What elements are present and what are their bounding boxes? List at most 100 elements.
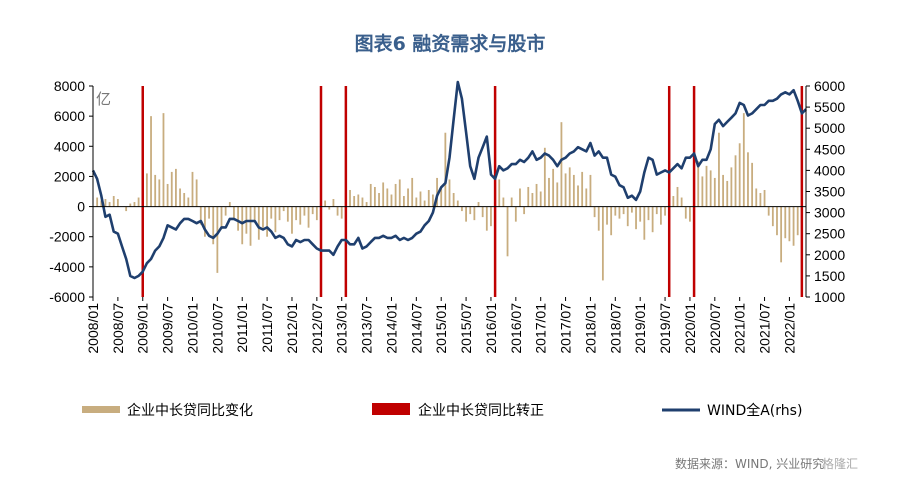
bar bbox=[651, 206, 654, 233]
bar bbox=[274, 206, 277, 233]
bar bbox=[502, 197, 505, 207]
bar bbox=[722, 174, 724, 207]
bar bbox=[514, 206, 517, 222]
x-ticks: 2008/01 2008/07 2009/01 2009/07 2010/01 2010/… bbox=[85, 297, 797, 354]
y-left-tick-label: -6000 bbox=[49, 289, 85, 305]
bar bbox=[108, 202, 111, 207]
bar bbox=[461, 206, 463, 212]
bar bbox=[718, 132, 720, 207]
bar bbox=[485, 206, 488, 231]
bar bbox=[204, 206, 206, 237]
bar bbox=[498, 179, 501, 207]
bar bbox=[556, 182, 559, 207]
bar bbox=[295, 206, 298, 221]
bar bbox=[378, 193, 380, 207]
bar bbox=[543, 147, 546, 207]
legend: 企业中长贷同比变化 企业中长贷同比转正 WIND全A(rhs) bbox=[82, 402, 802, 419]
legend-label-line: WIND全A(rhs) bbox=[707, 402, 802, 419]
bar bbox=[593, 206, 596, 218]
bar bbox=[771, 206, 774, 227]
legend-label-bars: 企业中长贷同比变化 bbox=[127, 402, 253, 419]
x-tick-label: 2014/07 bbox=[408, 303, 424, 354]
x-tick-label: 2014/01 bbox=[384, 303, 400, 354]
y-left-tick-label: 0 bbox=[77, 199, 85, 215]
bar bbox=[224, 206, 227, 216]
bar bbox=[394, 183, 397, 207]
bar bbox=[523, 206, 526, 215]
watermark: 格隆汇 bbox=[822, 456, 858, 471]
bar bbox=[212, 206, 215, 245]
bar bbox=[747, 152, 749, 207]
bar bbox=[208, 206, 210, 219]
bar bbox=[676, 186, 679, 207]
bar bbox=[411, 177, 414, 207]
bar bbox=[709, 170, 712, 207]
source-note: 数据来源：WIND, 兴业研究 bbox=[675, 456, 824, 471]
bar bbox=[315, 206, 318, 221]
x-tick-label: 2008/01 bbox=[85, 303, 101, 354]
bar bbox=[647, 206, 650, 221]
bar bbox=[286, 206, 289, 222]
bar bbox=[415, 197, 418, 207]
bar bbox=[697, 161, 700, 207]
bar bbox=[643, 206, 646, 240]
bar bbox=[531, 193, 534, 207]
x-tick-label: 2018/01 bbox=[582, 303, 598, 354]
y-left-tick-label: 4000 bbox=[54, 138, 85, 154]
bar bbox=[788, 206, 791, 242]
x-tick-label: 2008/07 bbox=[110, 303, 126, 354]
bar bbox=[220, 206, 223, 230]
y-left-unit-label: 亿 bbox=[96, 90, 111, 108]
bar bbox=[465, 206, 467, 222]
bar bbox=[166, 183, 169, 207]
bar bbox=[734, 155, 737, 207]
bar bbox=[328, 206, 331, 210]
bar bbox=[183, 193, 186, 207]
bar bbox=[784, 206, 787, 239]
bar bbox=[635, 206, 637, 230]
bar bbox=[291, 206, 293, 234]
bar bbox=[763, 189, 766, 207]
bar bbox=[792, 206, 795, 246]
bar bbox=[407, 188, 409, 207]
y-right-tick-label: 1500 bbox=[814, 268, 845, 284]
x-tick-label: 2012/01 bbox=[284, 303, 300, 354]
bar bbox=[158, 179, 161, 207]
bar bbox=[589, 174, 592, 207]
x-tick-label: 2016/01 bbox=[483, 303, 499, 354]
x-tick-label: 2020/01 bbox=[682, 303, 698, 354]
x-tick-label: 2019/01 bbox=[632, 303, 648, 354]
bar bbox=[684, 206, 687, 219]
bar bbox=[262, 206, 264, 228]
y-right-tick-label: 4500 bbox=[814, 141, 845, 157]
bar bbox=[104, 199, 107, 207]
bar bbox=[539, 191, 542, 207]
bar bbox=[490, 206, 492, 227]
bar bbox=[618, 206, 621, 219]
bar bbox=[796, 206, 799, 236]
bar bbox=[680, 197, 683, 207]
bar bbox=[469, 206, 472, 215]
y-left-tick-label: 2000 bbox=[54, 168, 85, 184]
bar bbox=[373, 186, 376, 207]
bar bbox=[150, 116, 152, 207]
bar bbox=[713, 177, 716, 207]
legend-swatch-bars bbox=[82, 406, 120, 413]
bar bbox=[564, 173, 567, 207]
bar bbox=[369, 183, 372, 207]
bar bbox=[419, 191, 422, 207]
bar bbox=[672, 196, 675, 207]
y-right-ticks: 6000 5500 5000 4500 4000 3500 3000 2500 2000 1500… bbox=[806, 78, 845, 305]
x-tick-label: 2022/01 bbox=[781, 303, 797, 354]
bar bbox=[622, 206, 625, 215]
bar bbox=[357, 194, 360, 207]
y-right-tick-label: 4000 bbox=[814, 162, 845, 178]
x-tick-label: 2012/07 bbox=[309, 303, 325, 354]
bar bbox=[726, 180, 729, 207]
y-right-tick-label: 3000 bbox=[814, 205, 845, 221]
bar bbox=[398, 179, 401, 207]
bar bbox=[742, 113, 745, 207]
bar bbox=[133, 202, 136, 207]
bar bbox=[187, 197, 190, 207]
